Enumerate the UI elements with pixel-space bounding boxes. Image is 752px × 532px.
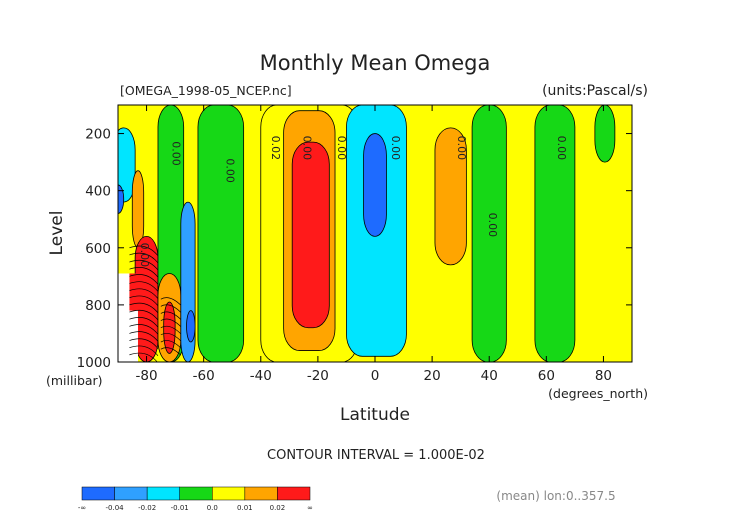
x-tick-label--80: -80 [136, 368, 158, 384]
legend-label-2: -0.04 [106, 504, 125, 512]
contour-line-labels: 0.00 0.00 0.00 0.02 0.00 0.00 0.00 0.00 0.00 0.00 [138, 136, 568, 268]
y-axis-label: Level [47, 211, 67, 256]
contour-line-12 [129, 324, 159, 335]
contour-label-4: 0.02 [269, 136, 282, 161]
contour-interval-label: CONTOUR INTERVAL = 1.000E-02 [267, 448, 485, 463]
contour-region-2 [118, 184, 125, 214]
contour-line-b4 [160, 318, 182, 327]
contour-line-8 [129, 295, 159, 306]
contour-region-9 [186, 310, 196, 343]
contour-label-10: 0.00 [555, 136, 568, 161]
contour-line-9 [129, 302, 159, 314]
contour-line-1 [129, 245, 159, 256]
legend-label-3: -0.02 [138, 504, 156, 512]
x-tick-label--60: -60 [193, 368, 215, 384]
y-axis-unit: (millibar) [46, 373, 103, 388]
contour-line-7 [129, 288, 159, 299]
x-tick-label-80: 80 [595, 368, 612, 384]
legend-swatch-3 [146, 486, 180, 501]
footer-label: (mean) lon:0..357.5 [496, 489, 615, 503]
contour-line-5 [129, 274, 159, 285]
contour-line-b7 [160, 340, 182, 349]
contour-region-19 [594, 105, 616, 163]
contour-line-11 [129, 317, 159, 328]
x-tick-label--40: -40 [250, 368, 272, 384]
x-axis-unit: (degrees_north) [548, 386, 648, 401]
contour-region-17 [471, 105, 507, 362]
contour-region-15 [363, 133, 387, 237]
strong-gradient-contours [129, 245, 182, 362]
contour-line-2 [129, 252, 159, 264]
y-tick-label-200: 200 [85, 127, 111, 143]
x-tick-label--20: -20 [307, 368, 329, 384]
x-axis: -80 -60 -40 -20 0 20 40 60 80 [136, 105, 612, 384]
legend-label-5: 0.0 [207, 504, 218, 512]
contour-label-8: 0.00 [455, 136, 468, 161]
contour-region-18 [534, 105, 576, 362]
x-tick-label-60: 60 [538, 368, 555, 384]
contour-region-notch [129, 273, 141, 311]
legend-label-8: ∞ [307, 504, 313, 512]
contour-region-3 [131, 170, 145, 249]
contour-line-13 [129, 331, 159, 342]
y-axis: 200 400 600 800 1000 [77, 127, 632, 371]
contour-label-5: 0.00 [301, 136, 314, 161]
contour-line-16 [129, 352, 158, 362]
contour-line-b1 [160, 297, 182, 306]
legend-swatch-6 [244, 486, 278, 501]
contour-label-9: 0.00 [486, 213, 499, 238]
legend-label-7: 0.02 [270, 504, 286, 512]
contour-region-13 [291, 141, 330, 329]
y-tick-label-600: 600 [85, 241, 111, 257]
legend-label-6: 0.01 [237, 504, 253, 512]
legend-swatch-5 [212, 486, 246, 501]
legend-swatch-7 [277, 486, 311, 501]
contour-label-7: 0.00 [389, 136, 402, 161]
contour-line-b5 [160, 325, 182, 334]
x-tick-label-40: 40 [481, 368, 498, 384]
y-tick-label-400: 400 [85, 184, 111, 200]
contour-line-b3 [160, 311, 182, 320]
contour-line-3 [129, 259, 159, 271]
contour-label-3: 0.00 [224, 158, 237, 183]
x-tick-label-0: 0 [371, 368, 380, 384]
y-tick-label-800: 800 [85, 298, 111, 314]
legend-label-1: -∞ [78, 504, 86, 512]
contour-line-14 [129, 338, 159, 349]
units-label: (units:Pascal/s) [542, 83, 648, 99]
legend-label-4: -0.01 [171, 504, 189, 512]
contour-line-4 [129, 267, 159, 278]
contour-region-10 [197, 105, 245, 362]
legend-swatch-2 [114, 486, 148, 501]
y-tick-label-1000: 1000 [77, 355, 111, 371]
x-axis-label: Latitude [340, 405, 410, 425]
x-tick-label-20: 20 [424, 368, 441, 384]
legend-swatch-4 [179, 486, 213, 501]
contour-line-b6 [160, 333, 182, 342]
chart-title: Monthly Mean Omega [260, 51, 491, 75]
contour-line-b8 [160, 347, 182, 356]
contour-line-b2 [160, 304, 182, 313]
color-legend: -∞ -0.04 -0.02 -0.01 0.0 0.01 0.02 ∞ [78, 486, 313, 512]
file-label: [OMEGA_1998-05_NCEP.nc] [120, 83, 292, 98]
contour-region-16 [434, 127, 467, 266]
contour-label-1: 0.00 [138, 243, 151, 268]
contour-line-6 [129, 281, 159, 292]
legend-swatch-1 [81, 486, 115, 501]
contour-line-10 [129, 309, 159, 321]
contour-label-2: 0.00 [169, 141, 182, 166]
contour-label-6: 0.00 [335, 136, 348, 161]
contour-line-15 [129, 345, 159, 356]
